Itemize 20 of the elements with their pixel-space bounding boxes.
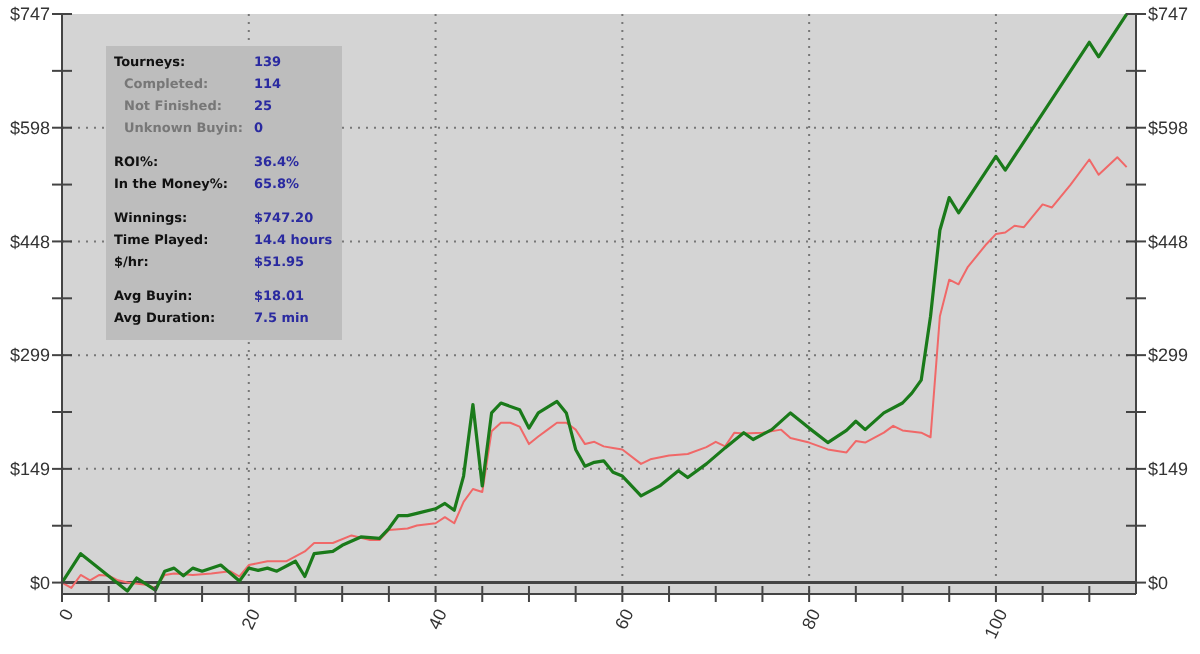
y2-tick-label: $149 — [1148, 459, 1189, 480]
x-tick-label: 0 — [54, 605, 78, 624]
y-tick-label: $149 — [9, 459, 50, 480]
y-tick-label: $747 — [9, 4, 50, 25]
x-tick-label: 100 — [980, 605, 1012, 642]
y2-tick-label: $448 — [1148, 231, 1189, 252]
y2-tick-label: $0 — [1148, 572, 1169, 593]
y-tick-label: $448 — [9, 231, 50, 252]
y2-tick-label: $299 — [1148, 345, 1189, 366]
y2-tick-label: $747 — [1148, 4, 1189, 25]
x-tick-label: 60 — [611, 605, 638, 633]
y-tick-label: $598 — [9, 118, 50, 139]
line-series — [60, 12, 1129, 593]
x-tick-label: 80 — [797, 605, 825, 633]
x-tick-label: 20 — [237, 605, 265, 633]
x-tick-label: 40 — [424, 605, 451, 633]
y-tick-label: $0 — [29, 572, 50, 593]
line-series — [61, 156, 1128, 589]
y2-tick-label: $598 — [1148, 118, 1189, 139]
y-tick-label: $299 — [9, 345, 50, 366]
